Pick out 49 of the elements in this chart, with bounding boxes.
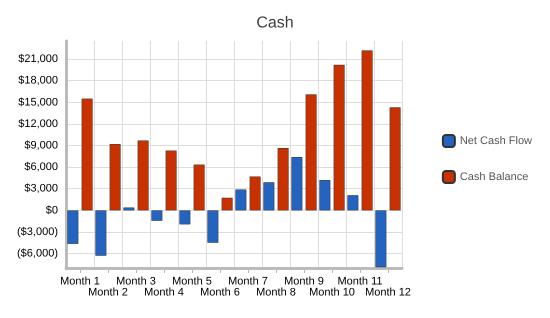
- y-tick-label: $3,000: [24, 182, 58, 195]
- y-tick-label: $6,000: [24, 161, 58, 174]
- x-tick-label: Month 10: [309, 286, 355, 298]
- x-tick-label: Month 1: [60, 276, 100, 288]
- x-tick-label: Month 6: [200, 286, 240, 298]
- x-tick-label: Month 2: [88, 286, 128, 298]
- y-tick-label: $9,000: [24, 139, 58, 152]
- bar: [194, 164, 205, 210]
- x-tick-label: Month 7: [228, 276, 268, 288]
- bar: [67, 210, 78, 244]
- bar: [306, 94, 317, 210]
- chart-title: Cash: [256, 14, 294, 32]
- bar: [362, 50, 373, 210]
- x-tick-label: Month 8: [256, 286, 296, 298]
- legend-label: Net Cash Flow: [460, 135, 532, 147]
- bar: [82, 98, 93, 210]
- y-tick-label: $12,000: [18, 118, 58, 130]
- bar: [151, 210, 162, 221]
- x-tick-label: Month 9: [284, 276, 324, 288]
- y-tick-label: $18,000: [18, 74, 58, 87]
- bar: [179, 210, 190, 224]
- bar: [235, 189, 246, 210]
- x-tick-label: Month 5: [172, 276, 212, 288]
- y-tick-label: $15,000: [18, 96, 58, 108]
- bar: [263, 182, 274, 210]
- bar: [375, 210, 386, 268]
- bar: [110, 144, 121, 210]
- bar: [291, 157, 302, 210]
- bar: [123, 207, 134, 210]
- x-tick-label: Month 3: [116, 276, 156, 288]
- bar: [250, 176, 261, 210]
- bar: [334, 64, 345, 210]
- bar: [138, 140, 149, 210]
- bar: [347, 195, 358, 210]
- bar: [319, 180, 330, 210]
- x-tick-label: Month 4: [144, 286, 184, 298]
- bar: [278, 148, 289, 210]
- y-tick-label: $21,000: [18, 53, 58, 66]
- bar: [95, 210, 106, 256]
- y-tick-label: ($6,000): [17, 248, 58, 260]
- bar: [222, 198, 233, 210]
- y-tick-label: ($3,000): [17, 226, 58, 238]
- bar: [166, 150, 177, 210]
- legend-label: Cash Balance: [460, 171, 528, 183]
- x-tick-label: Month 12: [365, 286, 411, 298]
- bar: [207, 210, 218, 243]
- x-tick-label: Month 11: [337, 276, 383, 288]
- bar: [390, 107, 401, 210]
- y-tick-label: $0: [46, 204, 58, 216]
